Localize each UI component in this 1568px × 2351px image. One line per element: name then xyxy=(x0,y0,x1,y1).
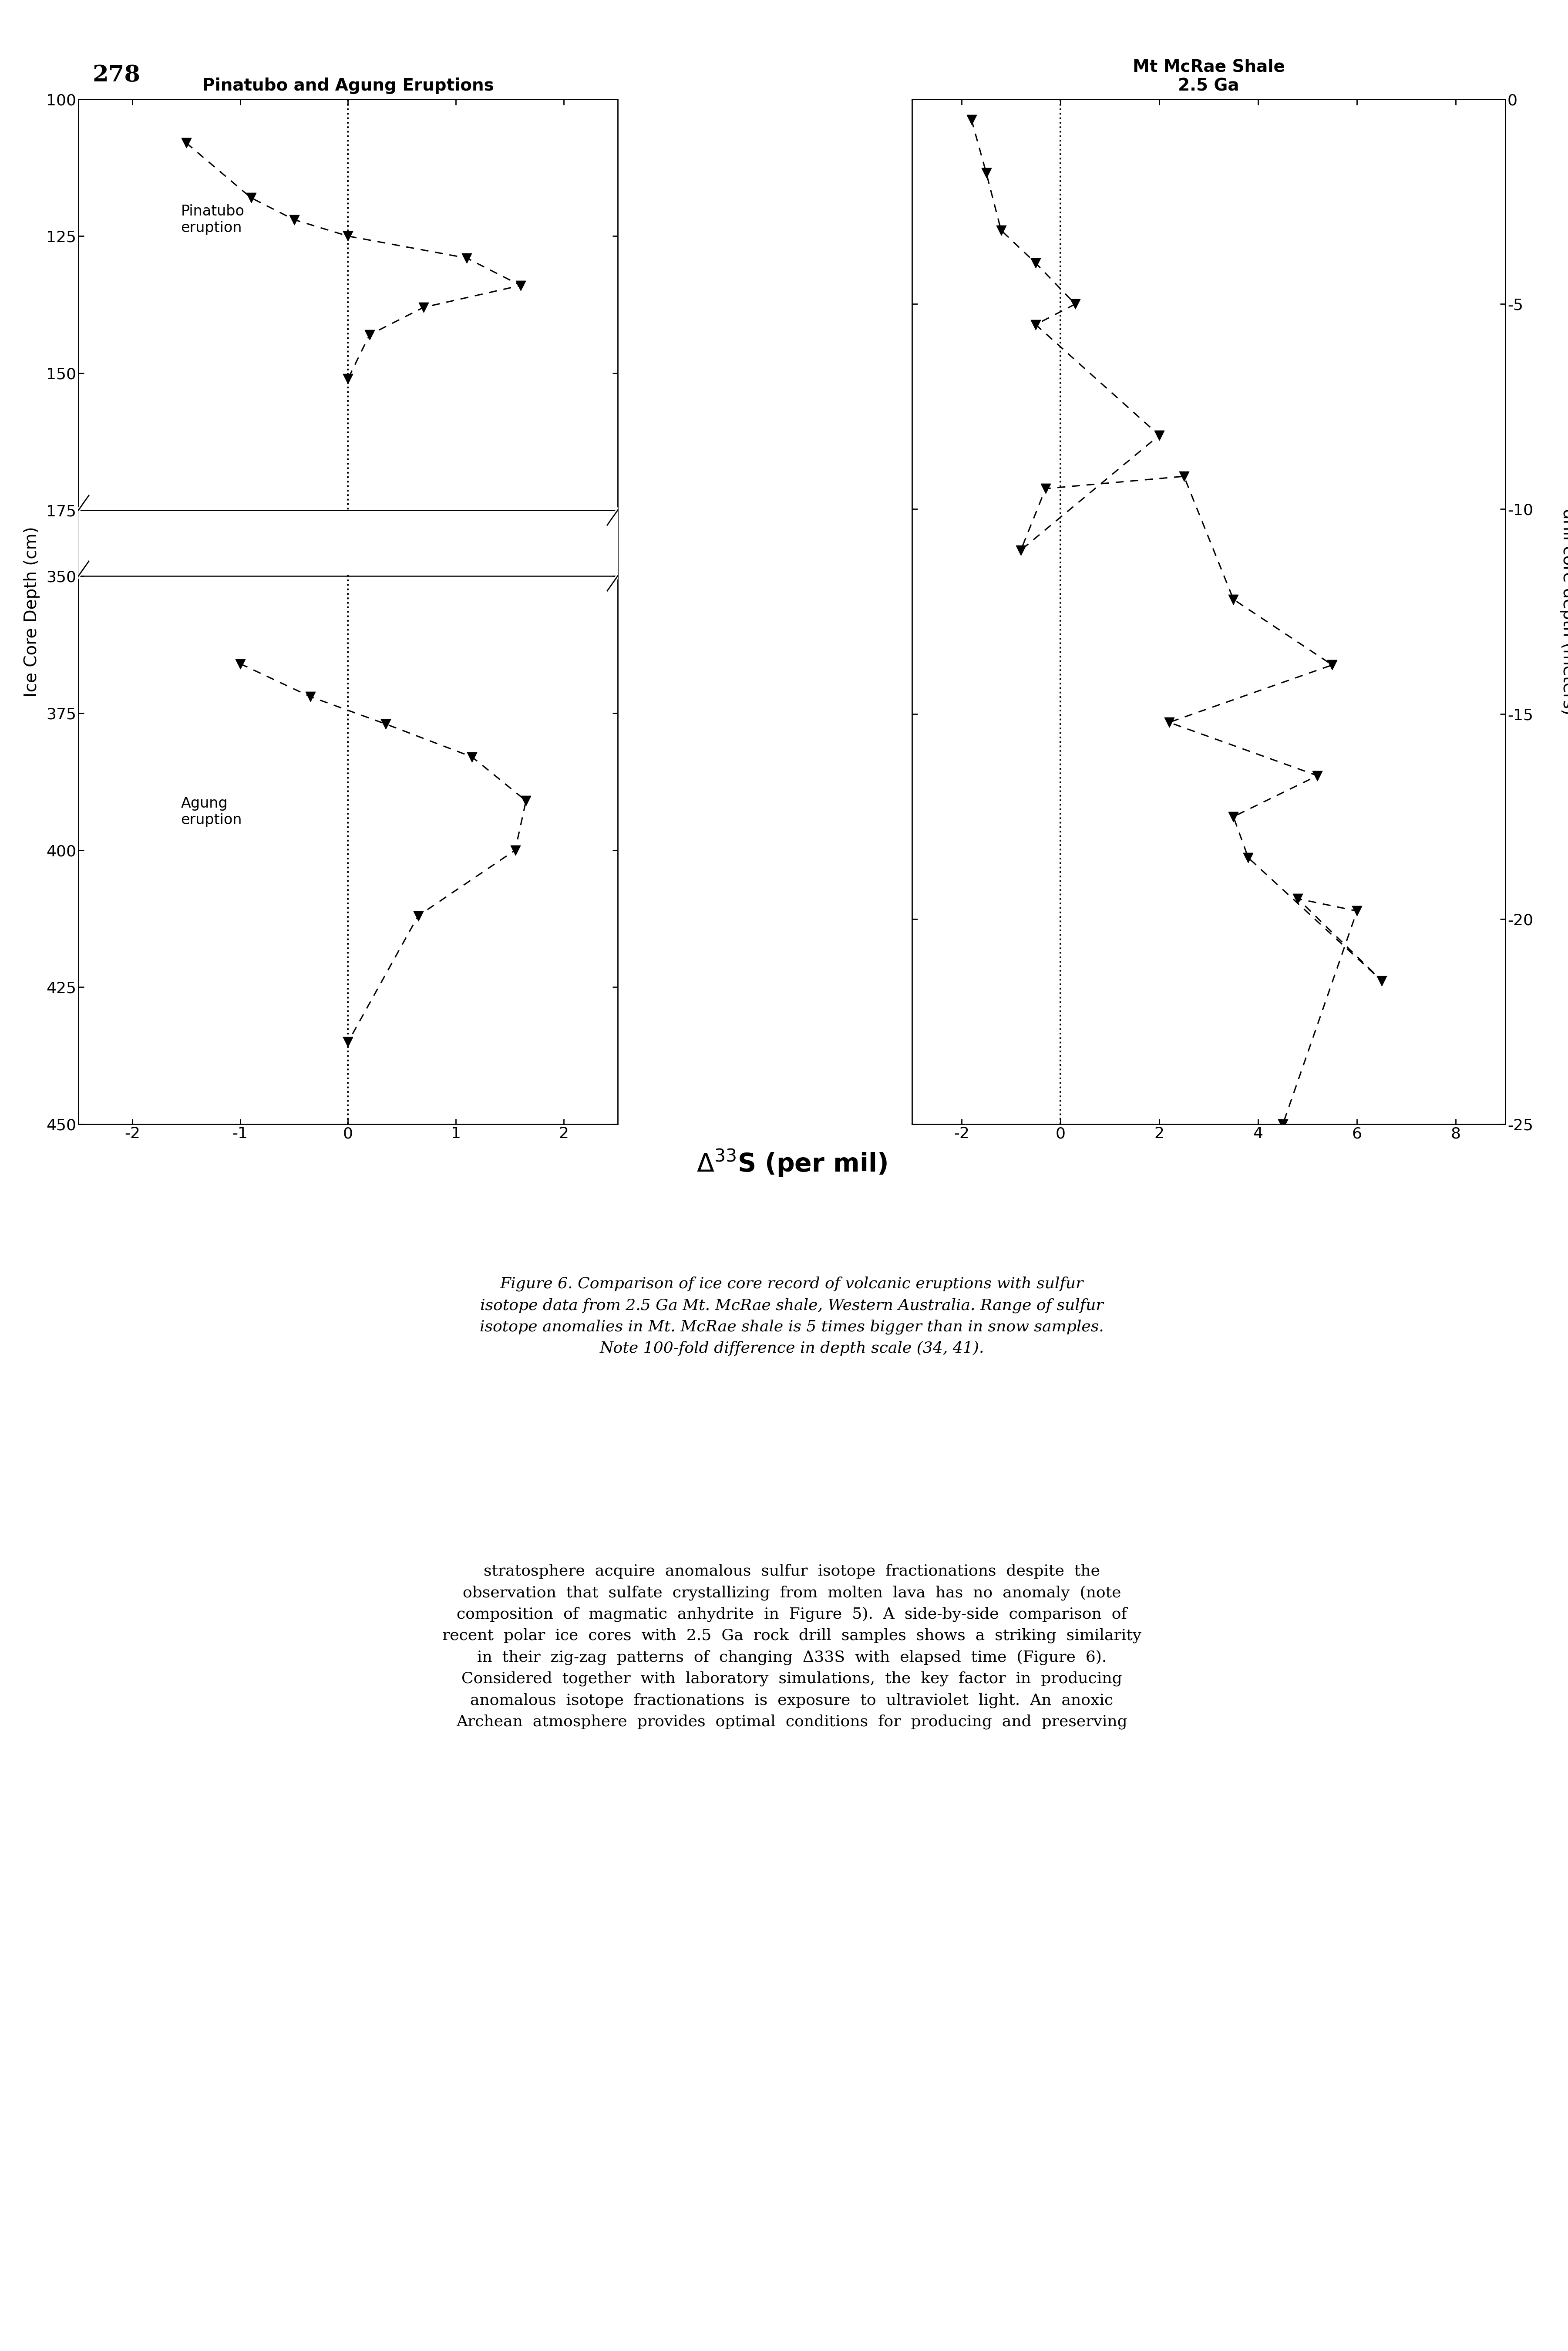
Point xyxy=(974,155,999,193)
Point xyxy=(1369,962,1394,999)
Point xyxy=(358,315,383,353)
Text: $\Delta^{33}$S (per mil): $\Delta^{33}$S (per mil) xyxy=(696,1147,887,1178)
Point xyxy=(1171,458,1196,496)
Text: 278: 278 xyxy=(93,63,141,87)
Y-axis label: Ice Core Depth (cm): Ice Core Depth (cm) xyxy=(24,527,41,696)
Text: Figure 6. Comparison of ice core record of volcanic eruptions with sulfur
isotop: Figure 6. Comparison of ice core record … xyxy=(480,1277,1104,1357)
Point xyxy=(513,783,538,820)
Y-axis label: drill core depth (meters): drill core depth (meters) xyxy=(1560,508,1568,715)
Point xyxy=(1221,797,1247,835)
Point xyxy=(1063,284,1088,322)
Point xyxy=(1033,470,1058,508)
Point xyxy=(1236,839,1261,877)
Point xyxy=(336,216,361,254)
Point xyxy=(1157,703,1182,741)
Point xyxy=(455,240,480,277)
Point xyxy=(1024,306,1049,343)
Point xyxy=(1286,879,1311,917)
Point xyxy=(1008,531,1033,569)
Title: Mt McRae Shale
2.5 Ga: Mt McRae Shale 2.5 Ga xyxy=(1132,59,1284,94)
Point xyxy=(1305,757,1330,795)
Point xyxy=(373,705,398,743)
Point xyxy=(960,101,985,139)
Point xyxy=(1344,891,1369,929)
Point xyxy=(227,644,252,682)
Point xyxy=(336,360,361,397)
Point xyxy=(459,738,485,776)
Point xyxy=(1024,245,1049,282)
Point xyxy=(1221,581,1247,618)
Point xyxy=(174,125,199,162)
Title: Pinatubo and Agung Eruptions: Pinatubo and Agung Eruptions xyxy=(202,78,494,94)
Text: Agung
eruption: Agung eruption xyxy=(180,797,241,828)
Point xyxy=(411,289,436,327)
Point xyxy=(406,898,431,936)
Point xyxy=(336,1023,361,1060)
Point xyxy=(1320,647,1345,684)
Point xyxy=(282,200,307,237)
Point xyxy=(1146,416,1171,454)
Point xyxy=(1270,1105,1295,1143)
Point xyxy=(988,212,1013,249)
Point xyxy=(298,677,323,715)
Point xyxy=(503,832,528,870)
Point xyxy=(238,179,263,216)
Point xyxy=(508,266,533,303)
Text: Pinatubo
eruption: Pinatubo eruption xyxy=(180,205,245,235)
Text: stratosphere  acquire  anomalous  sulfur  isotope  fractionations  despite  the
: stratosphere acquire anomalous sulfur is… xyxy=(442,1563,1142,1730)
